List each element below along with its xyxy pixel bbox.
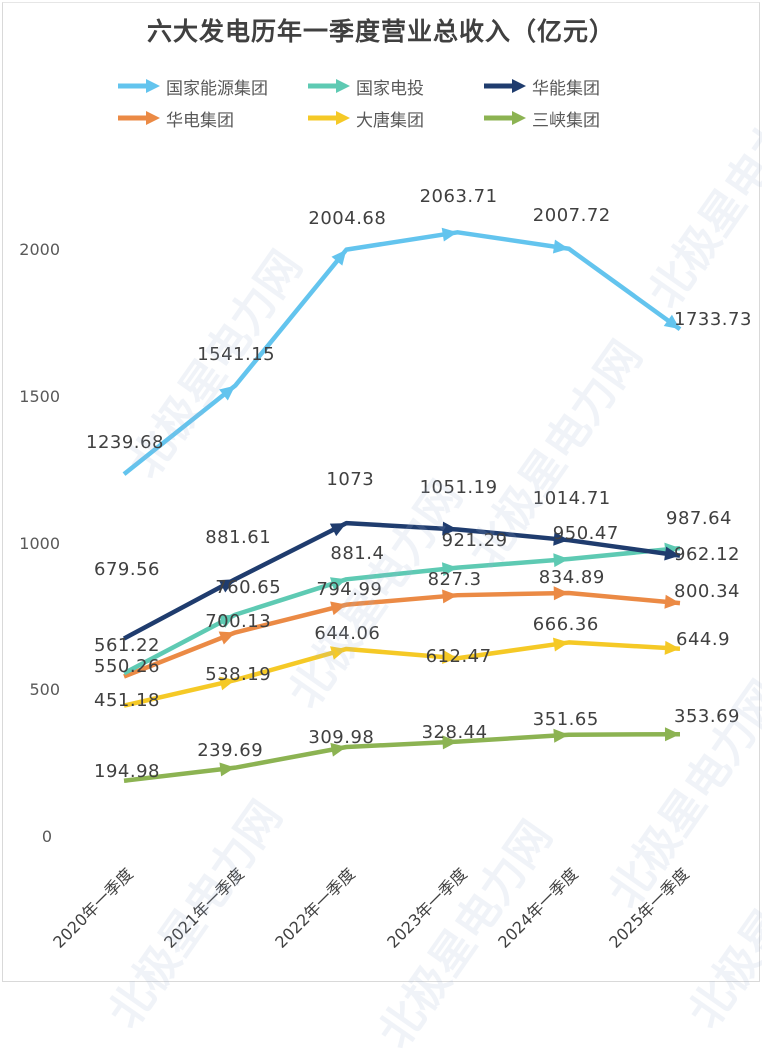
- arrow-marker-icon: [330, 601, 347, 616]
- arrow-marker-icon: [329, 577, 347, 591]
- data-label: 1541.15: [197, 343, 276, 365]
- arrow-line-icon: [484, 111, 526, 125]
- y-tick-label: 500: [29, 680, 60, 700]
- arrow-marker-icon: [441, 227, 458, 242]
- series-line: [122, 542, 681, 676]
- arrow-marker-icon: [664, 546, 680, 561]
- data-label: 612.47: [425, 646, 492, 668]
- data-label: 309.98: [308, 727, 375, 749]
- series-line: [123, 586, 681, 679]
- data-label: 194.98: [94, 760, 160, 782]
- data-label: 2063.71: [419, 186, 498, 208]
- arrow-line-icon: [308, 111, 350, 125]
- legend-label: 三峡集团: [532, 110, 600, 131]
- arrow-marker-icon: [442, 650, 458, 664]
- data-label: 1733.73: [674, 309, 752, 331]
- arrow-marker-icon: [553, 553, 569, 568]
- arrow-marker-icon: [219, 385, 236, 401]
- legend-item[interactable]: 大唐集团: [308, 107, 424, 131]
- data-label: 1073: [326, 469, 375, 491]
- data-label: 827.3: [427, 569, 482, 591]
- arrow-marker-icon: [553, 728, 569, 743]
- data-label: 679.56: [94, 558, 160, 580]
- arrow-marker-icon: [329, 523, 347, 537]
- arrow-marker-icon: [330, 646, 347, 660]
- data-label: 561.22: [94, 635, 160, 657]
- arrow-marker-icon: [330, 742, 347, 757]
- data-label: 962.12: [674, 543, 740, 565]
- plot-area: [122, 227, 682, 784]
- arrow-marker-icon: [331, 249, 347, 266]
- arrow-marker-icon: [442, 521, 458, 536]
- arrow-marker-icon: [664, 640, 680, 655]
- legend-item[interactable]: 华能集团: [484, 75, 600, 99]
- data-label: 987.64: [666, 508, 732, 530]
- legend-label: 国家电投: [356, 78, 424, 99]
- arrow-marker-icon: [553, 586, 569, 601]
- arrow-marker-icon: [664, 727, 680, 742]
- arrow-line-icon: [484, 79, 526, 93]
- data-label: 881.4: [330, 543, 385, 565]
- data-label: 2004.68: [308, 207, 387, 229]
- arrow-marker-icon: [664, 594, 680, 609]
- legend-item[interactable]: 国家电投: [308, 75, 424, 99]
- data-label: 760.65: [215, 576, 282, 598]
- arrow-marker-icon: [219, 676, 236, 691]
- legend-label: 国家能源集团: [166, 78, 268, 99]
- data-label: 538.19: [205, 664, 272, 686]
- legend-item[interactable]: 三峡集团: [484, 107, 600, 131]
- legend-item[interactable]: 华电集团: [118, 107, 234, 131]
- data-label: 1014.71: [532, 488, 611, 510]
- chart-frame: [2, 2, 760, 982]
- arrow-marker-icon: [442, 735, 458, 750]
- data-label: 328.44: [421, 721, 488, 743]
- arrow-marker-icon: [663, 314, 680, 330]
- data-label: 451.18: [94, 689, 160, 711]
- legend-label: 华能集团: [532, 78, 600, 99]
- arrow-marker-icon: [218, 631, 236, 645]
- data-label: 2007.72: [532, 204, 611, 226]
- arrow-marker-icon: [552, 637, 569, 652]
- data-label: 794.99: [316, 578, 383, 600]
- series-line: [123, 727, 681, 784]
- series-line: [122, 227, 682, 476]
- y-tick-label: 0: [41, 827, 52, 846]
- data-label: 950.47: [552, 523, 619, 545]
- data-label: 644.9: [676, 628, 731, 650]
- data-label: 800.34: [674, 581, 740, 603]
- series-line: [122, 520, 681, 641]
- data-label: 1239.68: [86, 432, 164, 454]
- arrow-marker-icon: [218, 579, 236, 593]
- chart-legend: 国家能源集团 国家电投 华能集团华电集团 大唐集团 三峡集团: [0, 0, 762, 140]
- data-label: 351.65: [532, 708, 599, 730]
- data-label: 700.13: [205, 610, 272, 632]
- data-label: 644.06: [314, 622, 381, 644]
- arrow-marker-icon: [219, 762, 236, 777]
- data-label: 1051.19: [419, 477, 498, 499]
- arrow-line-icon: [308, 79, 350, 93]
- data-label: 353.69: [674, 706, 740, 728]
- legend-item[interactable]: 国家能源集团: [118, 75, 268, 99]
- y-tick-label: 2000: [19, 240, 60, 259]
- arrow-marker-icon: [442, 589, 458, 604]
- series-line: [123, 637, 681, 708]
- data-label: 550.26: [94, 656, 160, 678]
- data-label: 921.29: [441, 529, 508, 551]
- arrow-line-icon: [118, 79, 160, 93]
- legend-label: 华电集团: [166, 110, 234, 131]
- y-tick-label: 1500: [19, 386, 60, 406]
- arrow-line-icon: [118, 111, 160, 125]
- arrow-marker-icon: [218, 614, 236, 628]
- data-label: 881.61: [205, 527, 272, 549]
- legend-label: 大唐集团: [356, 110, 424, 131]
- arrow-marker-icon: [441, 562, 458, 577]
- y-tick-label: 1000: [19, 533, 60, 553]
- data-label: 666.36: [532, 614, 599, 636]
- arrow-marker-icon: [552, 239, 569, 254]
- data-label: 834.89: [538, 566, 605, 588]
- data-label: 239.69: [197, 739, 264, 761]
- arrow-marker-icon: [553, 531, 569, 546]
- chart-title: 六大发电历年一季度营业总收入（亿元）: [146, 17, 615, 46]
